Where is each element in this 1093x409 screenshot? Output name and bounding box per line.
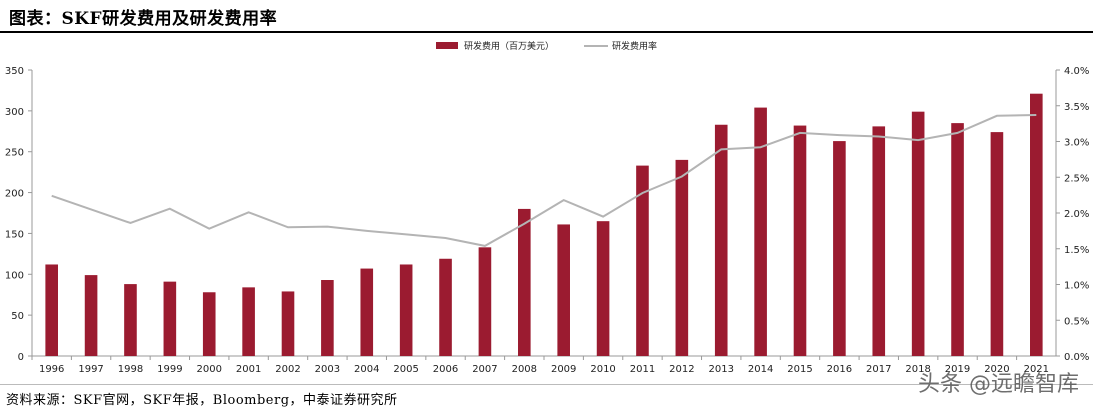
legend-bar-label: 研发费用（百万美元） — [464, 40, 554, 52]
left-axis-tick-label: 300 — [5, 107, 24, 118]
line-rd-expense-ratio — [51, 114, 1037, 247]
bar-rd-expense — [399, 264, 413, 356]
x-axis-tick-label: 2001 — [236, 364, 261, 375]
x-axis-tick-label: 2007 — [472, 364, 497, 375]
source-note: 资料来源：SKF官网，SKF年报，Bloomberg，中泰证券研究所 — [6, 393, 398, 408]
right-axis-tick-label: 2.0% — [1064, 209, 1089, 220]
bar-rd-expense — [951, 123, 964, 356]
x-axis-tick-label: 2013 — [709, 364, 734, 375]
x-axis-tick-label: 2000 — [197, 364, 222, 375]
x-axis-tick-label: 2008 — [512, 364, 537, 375]
bar-rd-expense — [45, 264, 58, 356]
bar-rd-expense — [911, 111, 925, 356]
right-axis-tick-label: 0.0% — [1064, 352, 1089, 363]
x-axis-tick-label: 2002 — [275, 364, 300, 375]
bar-rd-expense — [596, 221, 610, 356]
chart-title: 图表：SKF研发费用及研发费用率 — [9, 9, 278, 29]
x-axis-tick-label: 2018 — [905, 364, 930, 375]
bar-rd-expense — [714, 124, 728, 357]
x-axis-tick-label: 2004 — [354, 364, 379, 375]
left-axis-tick-label: 200 — [5, 189, 24, 200]
left-axis-tick-label: 100 — [5, 270, 24, 281]
bar-rd-expense — [793, 125, 807, 357]
x-axis-tick-label: 2017 — [866, 364, 891, 375]
x-axis-tick-label: 2014 — [748, 364, 773, 375]
x-axis-tick-label: 1998 — [118, 364, 143, 375]
x-axis-tick-label: 2020 — [984, 364, 1009, 375]
legend-line-label: 研发费用率 — [612, 40, 657, 52]
x-axis-tick-label: 2021 — [1024, 364, 1049, 375]
right-axis-tick-label: 3.5% — [1064, 102, 1089, 113]
left-axis-tick-label: 350 — [5, 66, 24, 77]
bar-rd-expense — [124, 284, 137, 356]
x-axis-tick-label: 2016 — [827, 364, 852, 375]
bar-line-chart: 0 50 100 150 200 250 300 350 0.0% 0.5% 1.0% 1.5% 2.0… — [5, 40, 1090, 375]
footer-divider — [0, 384, 1093, 385]
x-axis-tick-label: 2012 — [669, 364, 694, 375]
x-axis-tick-label: 1999 — [157, 364, 182, 375]
x-axis-tick-label: 2009 — [551, 364, 576, 375]
bar-rd-expense — [84, 275, 98, 356]
bar-rd-expense — [990, 132, 1004, 356]
watermark: 头条 @远瞻智库 — [918, 372, 1079, 397]
x-axis-tick-label: 2019 — [945, 364, 970, 375]
bar-rd-expense — [242, 287, 255, 356]
right-axis-tick-label: 4.0% — [1064, 66, 1089, 77]
left-axis-tick-label: 50 — [11, 311, 24, 322]
bar-rd-expense — [439, 258, 452, 356]
bar-rd-expense — [1030, 93, 1043, 356]
x-axis-tick-label: 2006 — [433, 364, 458, 375]
bar-rd-expense — [281, 291, 295, 356]
x-axis-tick-label: 2005 — [393, 364, 418, 375]
x-axis-tick-label: 1997 — [78, 364, 103, 375]
bar-rd-expense — [675, 159, 689, 356]
bar-rd-expense — [202, 292, 216, 356]
left-axis-tick-label: 0 — [18, 352, 24, 363]
x-axis-tick-label: 2015 — [787, 364, 812, 375]
bar-rd-expense — [360, 268, 374, 356]
right-axis-tick-label: 1.0% — [1064, 281, 1089, 292]
bar-rd-expense — [872, 126, 886, 356]
x-axis-tick-label: 2003 — [315, 364, 340, 375]
chart-header: 图表：SKF研发费用及研发费用率 — [0, 0, 1093, 34]
right-axis-tick-label: 0.5% — [1064, 316, 1089, 327]
right-axis-tick-label: 2.5% — [1064, 173, 1089, 184]
x-axis-tick-label: 2011 — [630, 364, 655, 375]
right-axis-tick-label: 3.0% — [1064, 138, 1089, 149]
bar-rd-expense — [518, 208, 531, 356]
left-axis-tick-label: 150 — [5, 229, 24, 240]
bar-rd-expense — [636, 165, 649, 356]
bar-rd-expense — [321, 280, 334, 356]
legend-bar-swatch — [436, 42, 458, 49]
x-axis-tick-label: 2010 — [590, 364, 615, 375]
title-divider — [0, 31, 1093, 33]
bar-rd-expense — [833, 141, 846, 356]
bar-rd-expense — [163, 281, 177, 356]
bar-rd-expense — [557, 224, 570, 356]
right-axis-tick-label: 1.5% — [1064, 245, 1089, 256]
bar-rd-expense — [478, 247, 492, 356]
x-axis-tick-label: 1996 — [39, 364, 64, 375]
left-axis-tick-label: 250 — [5, 148, 24, 159]
bar-rd-expense — [754, 107, 767, 357]
